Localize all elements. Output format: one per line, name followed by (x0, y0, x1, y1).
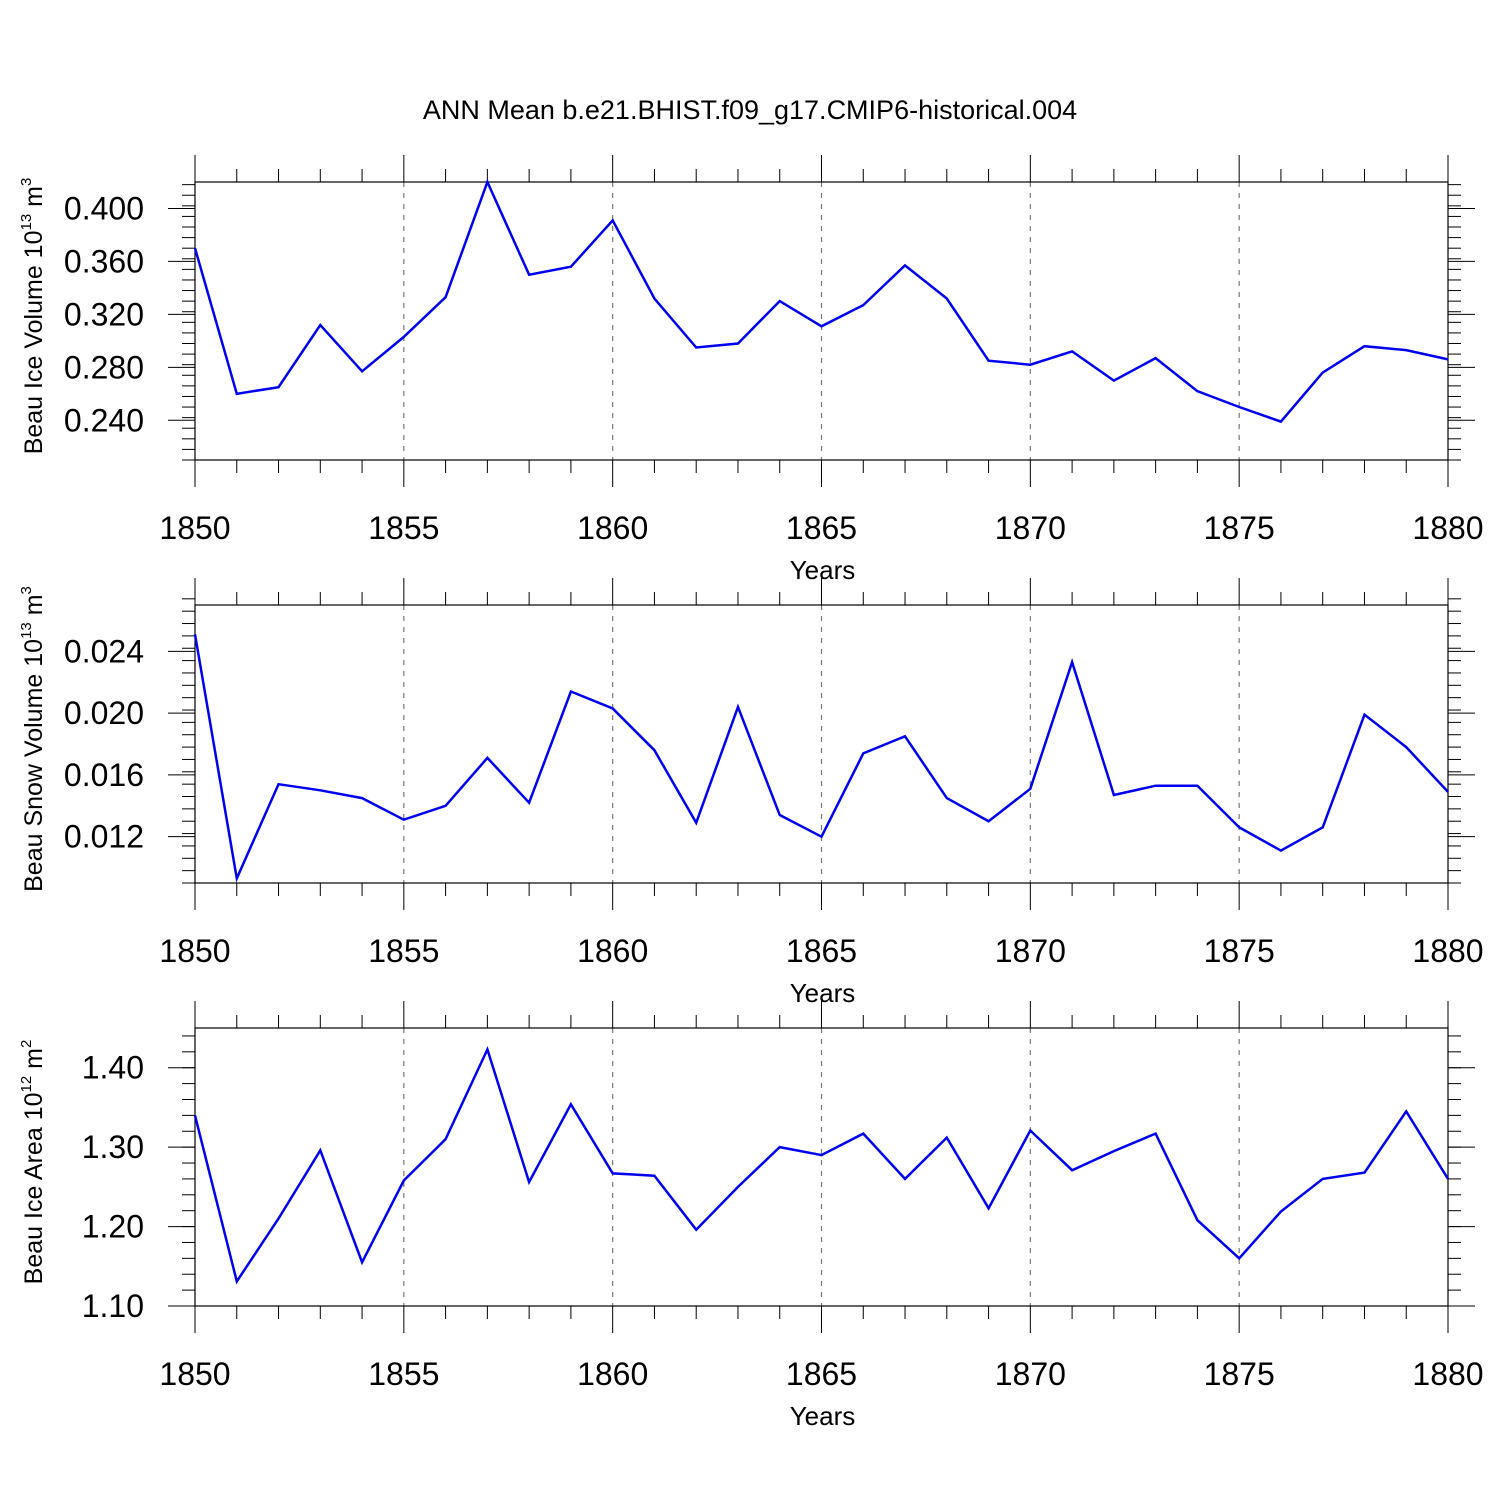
x-tick-label: 1880 (1412, 933, 1483, 969)
y-axis-label: Beau Ice Area 1012 m2 (18, 1040, 48, 1285)
y-tick-label: 1.10 (82, 1288, 144, 1324)
y-tick-label: 0.400 (64, 190, 144, 226)
y-axis-label: Beau Snow Volume 1013 m3 (18, 586, 48, 892)
y-tick-label: 0.016 (64, 757, 144, 793)
x-tick-label: 1865 (786, 933, 857, 969)
plot-frame (194, 1027, 1449, 1307)
y-tick-label: 1.40 (82, 1050, 144, 1086)
x-tick-label: 1870 (995, 510, 1066, 546)
x-tick-label: 1870 (995, 933, 1066, 969)
x-tick-label: 1860 (577, 510, 648, 546)
x-tick-label: 1870 (995, 1356, 1066, 1392)
x-tick-label: 1875 (1204, 933, 1275, 969)
plot-frame (194, 181, 1449, 461)
x-tick-label: 1880 (1412, 1356, 1483, 1392)
panel-ice-area: 1.10 1.20 1.30 1.40 1850 1855 1860 1865 1870 1875… (18, 1001, 1484, 1431)
x-tick-label: 1855 (368, 510, 439, 546)
x-tick-label: 1850 (159, 933, 230, 969)
y-axis-label: Beau Ice Volume 1013 m3 (18, 178, 48, 455)
y-tick-label: 0.240 (64, 402, 144, 438)
x-tick-label: 1860 (577, 1356, 648, 1392)
x-tick-label: 1850 (159, 510, 230, 546)
x-tick-label: 1865 (786, 510, 857, 546)
y-tick-label: 1.20 (82, 1209, 144, 1245)
x-tick-label: 1855 (368, 933, 439, 969)
y-tick-label: 0.020 (64, 695, 144, 731)
x-tick-label: 1880 (1412, 510, 1483, 546)
x-axis-label: Years (790, 555, 856, 585)
ice-area-series-line (193, 1045, 1450, 1285)
x-tick-label: 1855 (368, 1356, 439, 1392)
x-tick-label: 1875 (1204, 510, 1275, 546)
y-tick-label: 0.012 (64, 819, 144, 855)
panel-ice-volume: 0.240 0.280 0.320 0.360 0.400 1850 1855 1860 186… (18, 155, 1484, 585)
x-tick-label: 1875 (1204, 1356, 1275, 1392)
y-tick-label: 1.30 (82, 1129, 144, 1165)
x-tick-label: 1865 (786, 1356, 857, 1392)
plot-frame (194, 604, 1449, 884)
snow-volume-series-line (193, 634, 1449, 883)
x-axis-label: Years (790, 978, 856, 1008)
y-tick-label: 0.320 (64, 296, 144, 332)
ice-volume-series-line (193, 178, 1449, 424)
y-tick-label: 0.360 (64, 243, 144, 279)
panel-snow-volume: 0.012 0.016 0.020 0.024 1850 1855 1860 1865 1870… (18, 578, 1484, 1008)
x-tick-label: 1850 (159, 1356, 230, 1392)
x-axis-label: Years (790, 1401, 856, 1431)
y-tick-label: 0.280 (64, 349, 144, 385)
x-tick-label: 1860 (577, 933, 648, 969)
figure-title: ANN Mean b.e21.BHIST.f09_g17.CMIP6-histo… (423, 95, 1077, 125)
y-tick-label: 0.024 (64, 633, 144, 669)
